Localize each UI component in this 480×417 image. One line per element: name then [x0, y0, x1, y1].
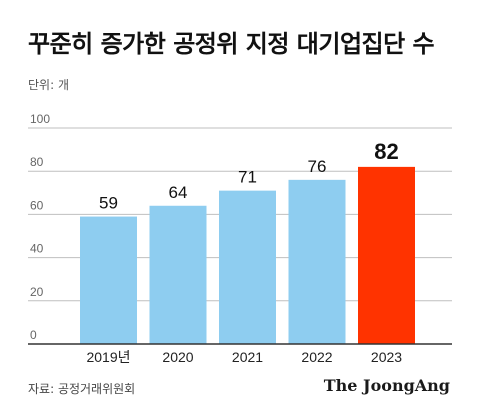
source-note: 자료: 공정거래위원회: [28, 382, 136, 396]
bar: [149, 205, 207, 344]
y-tick-label: 80: [30, 155, 44, 169]
y-tick-label: 60: [30, 198, 44, 212]
y-tick-label: 40: [30, 242, 44, 256]
y-tick-label: 20: [30, 285, 44, 299]
data-label: 64: [169, 183, 188, 202]
y-tick-label: 0: [30, 328, 37, 342]
x-tick-label: 2023: [371, 349, 402, 365]
bar: [358, 166, 415, 344]
data-label: 59: [99, 194, 118, 213]
bar: [80, 216, 137, 344]
chart-title: 꾸준히 증가한 공정위 지정 대기업집단 수: [28, 30, 435, 58]
data-label: 82: [374, 139, 398, 164]
x-tick-label: 2020: [162, 349, 193, 365]
bar: [288, 179, 346, 344]
bar: [219, 190, 276, 344]
data-label: 76: [308, 157, 327, 176]
x-tick-label: 2021: [232, 349, 263, 365]
data-label: 71: [238, 168, 257, 187]
y-tick-label: 100: [30, 112, 50, 126]
publisher-logo: The JoongAng: [323, 376, 450, 395]
x-tick-label: 2019년: [86, 349, 130, 365]
x-tick-label: 2022: [301, 349, 332, 365]
unit-label: 단위: 개: [28, 78, 69, 92]
